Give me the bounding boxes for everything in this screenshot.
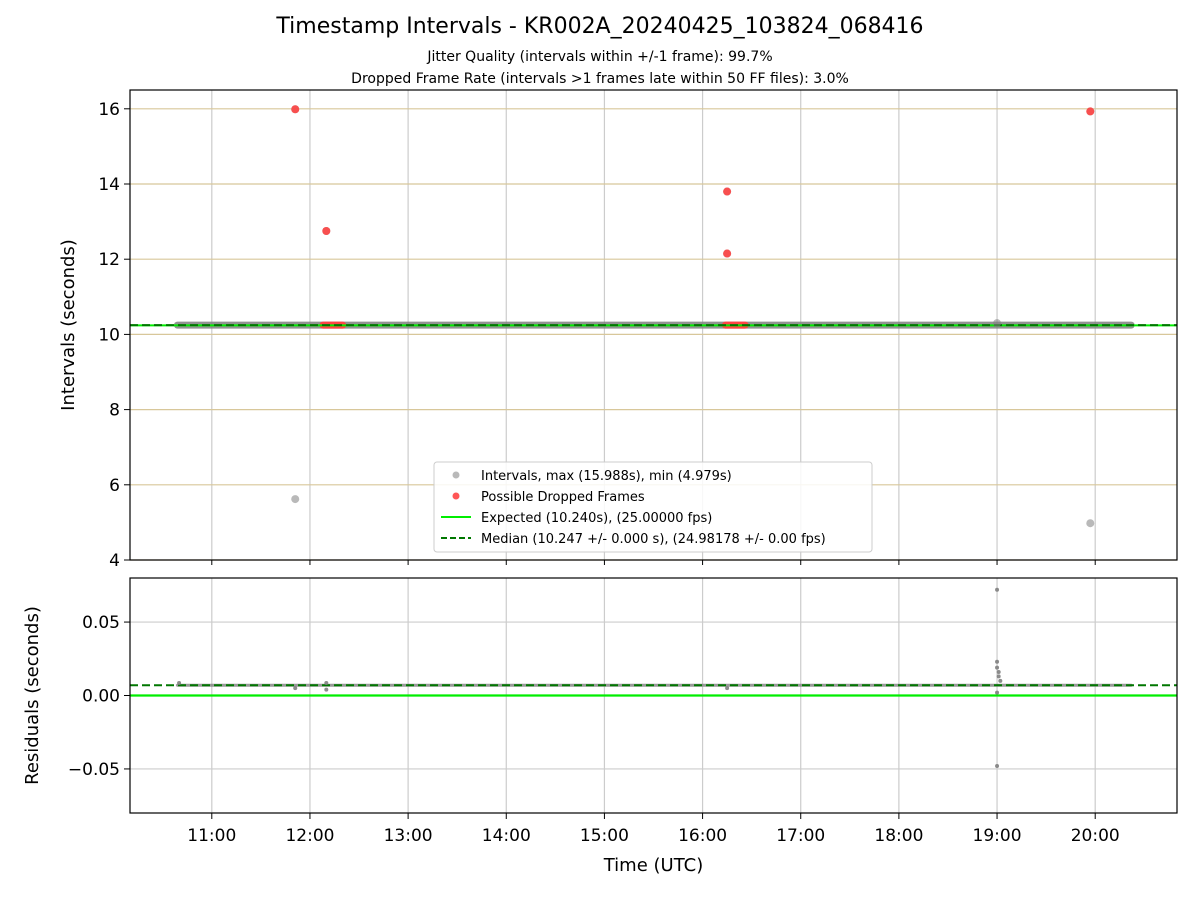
- residual-point: [996, 674, 1001, 679]
- residual-point: [995, 690, 1000, 695]
- y-tick-label-top: 16: [98, 100, 120, 120]
- legend-intervals-label: Intervals, max (15.988s), min (4.979s): [481, 469, 732, 484]
- residual-point: [725, 686, 730, 691]
- chart-title: Timestamp Intervals - KR002A_20240425_10…: [276, 14, 924, 39]
- legend-dropped-frames-marker: [452, 492, 460, 500]
- x-tick-label: 14:00: [482, 826, 531, 846]
- dropped-frame-point: [723, 187, 732, 196]
- residual-point: [324, 681, 329, 686]
- y-axis-label-top: Intervals (seconds): [58, 239, 79, 411]
- x-tick-label: 17:00: [776, 826, 825, 846]
- chart-subtitle-dropped: Dropped Frame Rate (intervals >1 frames …: [351, 71, 849, 87]
- legend-median-label: Median (10.247 +/- 0.000 s), (24.98178 +…: [481, 532, 826, 547]
- y-tick-label-bottom: 0.05: [82, 613, 120, 633]
- x-tick-label: 13:00: [384, 826, 433, 846]
- legend-intervals-marker: [452, 471, 460, 479]
- x-tick-label: 18:00: [874, 826, 923, 846]
- residual-point: [293, 686, 298, 691]
- interval-point: [291, 495, 300, 504]
- dropped-frame-point: [322, 227, 331, 235]
- y-tick-label-top: 8: [109, 401, 120, 421]
- y-tick-label-top: 14: [98, 175, 120, 195]
- x-tick-label: 12:00: [285, 826, 334, 846]
- dropped-frame-point: [723, 249, 732, 258]
- legend-expected-label: Expected (10.240s), (25.00000 fps): [481, 511, 712, 526]
- residual-point: [995, 587, 1000, 592]
- residual-point: [995, 764, 1000, 768]
- residual-point: [324, 687, 329, 692]
- x-tick-label: 19:00: [973, 826, 1022, 846]
- chart-subtitle-jitter: Jitter Quality (intervals within +/-1 fr…: [427, 49, 773, 65]
- y-tick-label-bottom: −0.05: [68, 760, 120, 780]
- interval-point: [1086, 519, 1095, 528]
- residual-point: [998, 678, 1003, 683]
- legend-box: [433, 461, 873, 553]
- residual-point: [995, 659, 1000, 664]
- y-tick-label-bottom: 0.00: [82, 687, 120, 707]
- y-tick-label-top: 12: [98, 250, 120, 270]
- dropped-frame-point: [1086, 107, 1095, 116]
- x-axis-label: Time (UTC): [603, 855, 704, 876]
- residual-point: [177, 681, 182, 686]
- x-tick-label: 15:00: [580, 826, 629, 846]
- y-tick-label-top: 4: [109, 551, 120, 571]
- y-tick-label-top: 10: [98, 325, 120, 345]
- residual-point: [996, 670, 1001, 674]
- dropped-frame-point: [291, 105, 300, 114]
- x-tick-label: 11:00: [187, 826, 236, 846]
- y-axis-label-bottom: Residuals (seconds): [22, 606, 43, 785]
- plot-frame-top: [129, 89, 1178, 561]
- x-tick-label: 20:00: [1071, 826, 1120, 846]
- y-tick-label-top: 6: [109, 476, 120, 496]
- x-tick-label: 16:00: [678, 826, 727, 846]
- interval-point: [993, 319, 1002, 328]
- legend-dropped-frames-label: Possible Dropped Frames: [481, 490, 645, 505]
- residual-point: [995, 665, 1000, 670]
